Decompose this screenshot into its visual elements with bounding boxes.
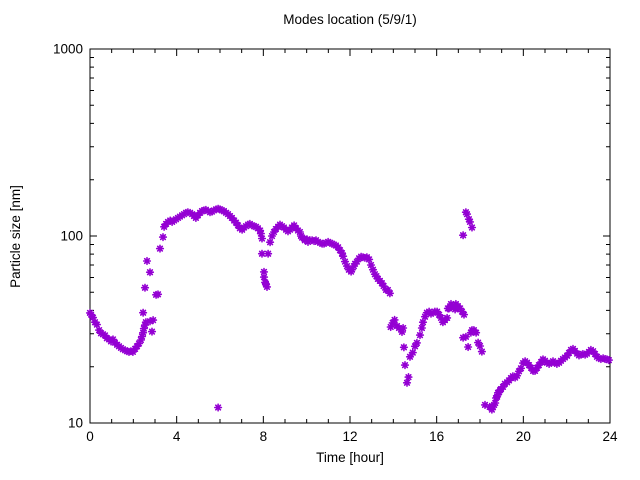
y-axis-label: Particle size [nm] <box>7 184 23 288</box>
x-tick-label: 20 <box>516 429 531 444</box>
y-tick-label: 1000 <box>53 42 83 57</box>
y-tick-label: 10 <box>68 416 83 431</box>
x-tick-label: 4 <box>173 429 181 444</box>
x-tick-label: 0 <box>86 429 94 444</box>
data-points <box>85 204 613 414</box>
x-axis-label: Time [hour] <box>316 450 384 465</box>
x-tick-label: 8 <box>260 429 268 444</box>
x-tick-label: 24 <box>602 429 618 444</box>
y-axis-label-wrap: Particle size [nm] <box>0 49 30 423</box>
x-tick-label: 16 <box>429 429 444 444</box>
x-tick-label: 12 <box>342 429 357 444</box>
y-tick-label: 100 <box>60 229 83 244</box>
chart-title: Modes location (5/9/1) <box>283 12 417 27</box>
